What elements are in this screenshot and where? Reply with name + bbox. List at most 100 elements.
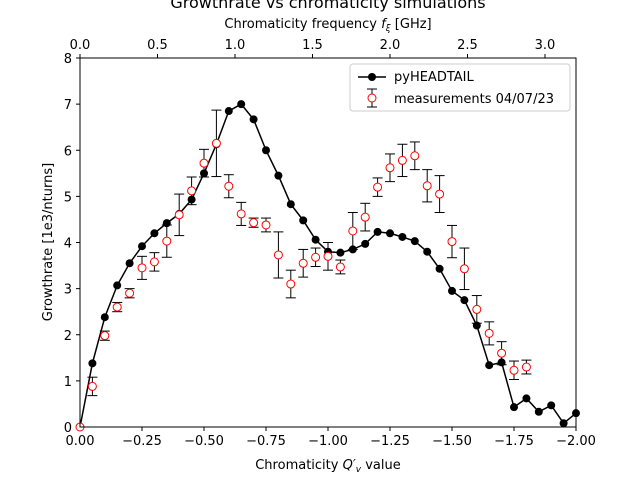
pyheadtail-point (386, 229, 394, 238)
measurement-point (373, 182, 383, 192)
pyheadtail-point (460, 296, 469, 305)
measurement-point (348, 226, 358, 236)
measurement-point (410, 151, 420, 161)
y-tick-label: 1 (64, 375, 72, 390)
top-x-tick-label: 0.5 (147, 38, 168, 53)
pyheadtail-point (88, 359, 97, 368)
measurement-point (497, 348, 507, 358)
legend-box (349, 63, 571, 112)
pyheadtail-point (299, 216, 308, 225)
x-tick-label: −0.50 (184, 434, 224, 449)
pyheadtail-point (410, 237, 419, 246)
measurement-point (149, 257, 159, 267)
pyheadtail-point (361, 239, 370, 248)
pyheadtail-point (485, 361, 494, 370)
pyheadtail-point (224, 107, 233, 116)
pyheadtail-point (187, 195, 196, 204)
measurement-point (298, 258, 308, 268)
pyheadtail-point (559, 419, 568, 428)
pyheadtail-point (534, 407, 543, 416)
legend: pyHEADTAIL measurements 04/07/23 (349, 63, 571, 112)
top-x-tick-label: 2.5 (457, 38, 478, 53)
y-axis-label: Growthrate [1e3/nturns] (41, 163, 56, 321)
pyheadtail-point (138, 242, 146, 251)
x-tick-label: −0.25 (122, 434, 162, 449)
measurement-point (236, 209, 246, 219)
measurement-point (435, 189, 445, 199)
x-tick-label: −1.50 (432, 434, 472, 449)
pyheadtail-point (448, 286, 456, 295)
y-tick-label: 0 (64, 421, 72, 436)
pyheadtail-point (262, 146, 270, 155)
legend-label-pyheadtail: pyHEADTAIL (394, 70, 474, 85)
pyheadtail-point (237, 100, 246, 109)
measurement-point (224, 181, 234, 191)
measurement-point (422, 181, 432, 191)
pyheadtail-point (510, 403, 518, 412)
y-tick-label: 5 (64, 190, 72, 205)
measurement-point (509, 365, 519, 375)
x-tick-label: −1.00 (308, 434, 348, 449)
y-tick-label: 4 (64, 237, 72, 252)
top-x-tick-label: 0.0 (70, 38, 91, 53)
pyheadtail-point (398, 232, 407, 241)
measurement-point (261, 220, 271, 230)
pyheadtail-point (547, 401, 556, 410)
top-x-tick-label: 1.5 (302, 38, 323, 53)
pyheadtail-point (348, 245, 357, 254)
pyheadtail-point (150, 229, 159, 238)
pyheadtail-point (113, 281, 122, 290)
x-tick-label: −1.25 (370, 434, 410, 449)
measurement-point (187, 186, 197, 196)
pyheadtail-point (100, 313, 109, 322)
y-tick-label: 7 (64, 98, 72, 113)
measurement-point (360, 212, 370, 222)
pyheadtail-point (311, 235, 320, 244)
top-x-axis-label: Chromaticity frequency fξ [GHz] (224, 17, 431, 34)
pyheadtail-point (522, 394, 531, 403)
y-tick-label: 2 (64, 329, 72, 344)
measurement-point (199, 158, 209, 168)
pyheadtail-point (125, 259, 134, 268)
pyheadtail-point (373, 227, 382, 236)
measurement-point (521, 362, 531, 372)
measurement-point (125, 288, 135, 298)
measurement-point (137, 263, 147, 273)
legend-marker-pyheadtail (368, 73, 376, 81)
measurement-point (174, 210, 184, 220)
plot-frame (79, 57, 577, 428)
top-x-tick-label: 2.0 (380, 38, 401, 53)
pyheadtail-point (286, 200, 295, 209)
pyheadtail-point (472, 321, 481, 330)
measurement-point (385, 163, 395, 173)
legend-label-measurements: measurements 04/07/23 (394, 92, 554, 107)
measurement-point (447, 237, 457, 247)
pyheadtail-point (162, 219, 171, 228)
measurement-point (273, 250, 283, 260)
measurement-point (100, 331, 110, 341)
y-tick-label: 6 (64, 144, 72, 159)
measurement-point (323, 251, 333, 261)
pyheadtail-point (249, 115, 258, 124)
pyheadtail-point (200, 169, 208, 178)
measurement-point (472, 304, 482, 314)
measurement-point (249, 218, 259, 228)
measurement-point (286, 279, 296, 289)
measurement-point (335, 262, 345, 272)
measurement-point (397, 155, 407, 165)
pyheadtail-point (274, 171, 283, 180)
y-tick-label: 8 (64, 52, 72, 67)
legend-marker-measurements (367, 93, 377, 103)
x-tick-label: 0.00 (66, 434, 95, 449)
x-tick-label: −2.00 (556, 434, 596, 449)
y-tick-label: 3 (64, 283, 72, 298)
measurement-point (459, 264, 469, 274)
bottom-x-axis-label: Chromaticity Q′v value (255, 458, 401, 475)
measurement-point (484, 328, 494, 338)
measurement-point (311, 252, 321, 262)
top-x-tick-label: 3.0 (535, 38, 556, 53)
pyheadtail-point (435, 264, 444, 273)
pyheadtail-point (336, 248, 345, 257)
measurement-point (112, 302, 122, 312)
